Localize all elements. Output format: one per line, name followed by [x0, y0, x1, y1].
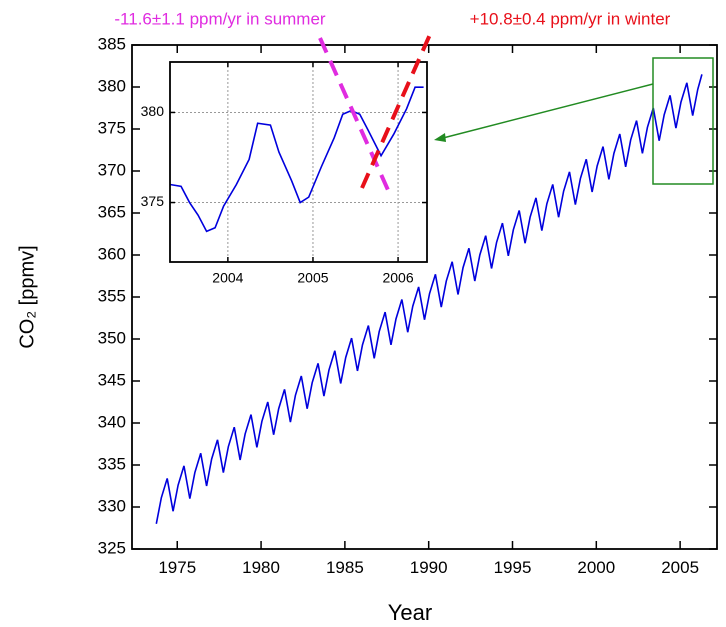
y-tick-label: 375: [141, 193, 165, 209]
y-tick-label: 345: [98, 370, 126, 389]
x-tick-label: 2004: [212, 269, 243, 285]
y-tick-label: 380: [141, 103, 165, 119]
x-tick-label: 2005: [297, 269, 328, 285]
y-tick-label: 370: [98, 160, 126, 179]
x-axis-label: Year: [388, 600, 432, 625]
y-tick-label: 350: [98, 328, 126, 347]
x-tick-label: 1985: [326, 558, 364, 577]
y-tick-label: 385: [98, 34, 126, 53]
annotation: +10.8±0.4 ppm/yr in winter: [470, 9, 671, 28]
y-tick-label: 325: [98, 538, 126, 557]
annotation: -11.6±1.1 ppm/yr in summer: [114, 9, 326, 28]
y-tick-label: 375: [98, 118, 126, 137]
arrow-head: [434, 133, 446, 142]
x-tick-label: 1980: [242, 558, 280, 577]
y-tick-label: 330: [98, 496, 126, 515]
summer-slope: [318, 37, 390, 191]
x-tick-label: 2000: [577, 558, 615, 577]
zoom-box: [652, 57, 714, 185]
zoom-arrow: [442, 83, 654, 139]
x-tick-label: 1990: [410, 558, 448, 577]
winter-slope: [360, 29, 434, 189]
y-tick-label: 360: [98, 244, 126, 263]
x-tick-label: 1995: [494, 558, 532, 577]
y-tick-label: 340: [98, 412, 126, 431]
y-tick-label: 355: [98, 286, 126, 305]
y-tick-label: 380: [98, 76, 126, 95]
x-tick-label: 2005: [661, 558, 699, 577]
plot-frame: [169, 61, 428, 263]
y-tick-label: 365: [98, 202, 126, 221]
y-tick-label: 335: [98, 454, 126, 473]
y-axis-label: CO₂ [ppmv]: [16, 245, 38, 348]
x-tick-label: 1975: [158, 558, 196, 577]
x-tick-label: 2006: [382, 269, 413, 285]
data-line: [155, 74, 703, 524]
overlay: [318, 29, 714, 191]
plot-area: [170, 62, 427, 262]
